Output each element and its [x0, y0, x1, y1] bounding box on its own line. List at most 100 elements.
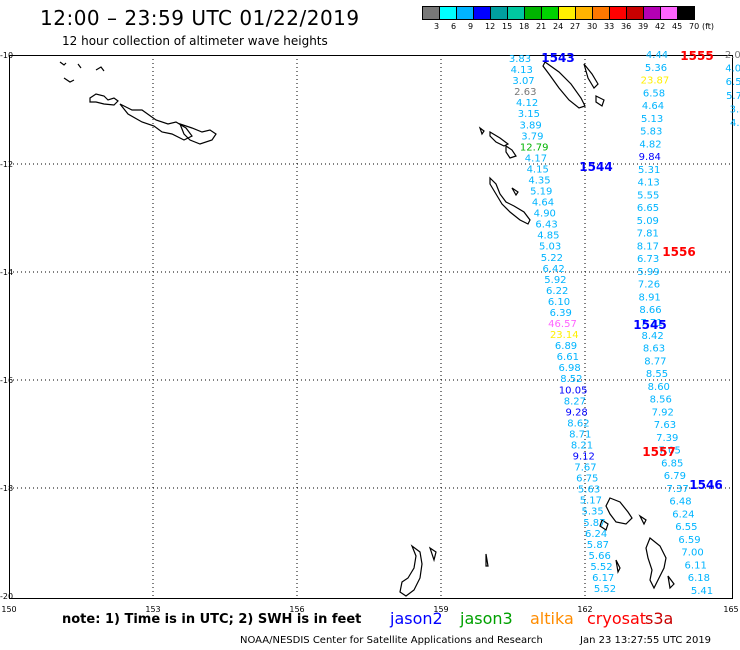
- wave-height-reading: 46.57: [548, 319, 577, 330]
- coastline-north-island: [59, 61, 119, 106]
- coastlines: [59, 61, 675, 597]
- color-scale-label: 12: [485, 22, 496, 31]
- wave-height-reading: 6.61: [557, 352, 579, 363]
- color-scale-label: 21: [536, 22, 547, 31]
- wave-height-reading: 5.87: [587, 540, 609, 551]
- wave-height-reading: 5.63: [578, 485, 600, 496]
- coastline-solomon-islands: [489, 176, 531, 225]
- wave-height-reading: 5.52: [590, 562, 612, 573]
- wave-height-reading: 8.42: [642, 331, 664, 342]
- coastline-bougainville: [542, 61, 605, 109]
- wave-height-reading: 4.13: [638, 178, 660, 189]
- wave-height-reading: 8.91: [639, 292, 661, 303]
- color-scale-label: 39: [638, 22, 649, 31]
- wave-height-reading: 6.55: [675, 522, 697, 533]
- pass-id-label: 1556: [662, 245, 695, 259]
- color-scale-label: 30: [587, 22, 598, 31]
- wave-height-reading: 10.05: [559, 385, 588, 396]
- pass-labels: 1543 1555 1544 1556 1545 1557 1546: [541, 49, 722, 492]
- wave-height-reading: 4.1: [730, 118, 740, 129]
- wave-height-reading: 8.60: [648, 382, 670, 393]
- wave-height-reading: 6.43: [535, 220, 557, 231]
- wave-height-reading: 6.58: [726, 77, 740, 88]
- coastline-south-island-west: [399, 544, 489, 597]
- wave-height-readings: 3.834.133.072.634.123.153.893.7912.794.1…: [509, 50, 740, 597]
- wave-height-reading: 6.11: [685, 560, 707, 571]
- wave-height-reading: 4.35: [528, 175, 550, 186]
- wave-height-reading: 4.06: [725, 64, 740, 75]
- wave-height-reading: 3.15: [518, 109, 540, 120]
- wave-height-reading: 5.41: [691, 586, 713, 597]
- wave-height-reading: 8.63: [643, 344, 665, 355]
- wave-height-reading: 6.85: [661, 458, 683, 469]
- lon-label: 153: [145, 605, 160, 614]
- wave-height-reading: 6.48: [669, 497, 691, 508]
- wave-height-reading: 7.67: [574, 463, 596, 474]
- coastline-new-britain-west: [119, 103, 193, 141]
- wave-height-reading: 4.13: [511, 65, 533, 76]
- pass-id-label: 1546: [689, 478, 722, 492]
- legend-entry-jason2: jason2: [390, 609, 443, 628]
- wave-height-reading: 6.17: [592, 573, 614, 584]
- wave-height-reading: 4.64: [642, 101, 664, 112]
- wave-height-reading: 8.66: [639, 305, 661, 316]
- wave-height-reading: 8.56: [650, 395, 672, 406]
- credit-line: NOAA/NESDIS Center for Satellite Applica…: [240, 635, 543, 646]
- wave-height-reading: 3.89: [519, 120, 541, 131]
- wave-height-reading: 5.36: [645, 63, 667, 74]
- color-scale-label: 9: [468, 22, 474, 31]
- wave-height-reading: 8.27: [564, 396, 586, 407]
- legend-entry-altika: altika: [530, 609, 574, 628]
- units-note: note: 1) Time is in UTC; 2) SWH is in fe…: [62, 612, 362, 627]
- wave-height-reading: 5.83: [640, 127, 662, 138]
- legend-entry-jason3: jason3: [460, 609, 513, 628]
- color-scale-label: 3: [434, 22, 440, 31]
- wave-height-reading: 5.70: [726, 91, 740, 102]
- lat-label: -12: [0, 160, 13, 169]
- wave-height-reading: 2.01: [725, 50, 740, 61]
- wave-height-reading: 7.39: [656, 433, 678, 444]
- lat-lon-grid: [9, 55, 731, 597]
- wave-height-reading: 5.52: [594, 584, 616, 595]
- wave-height-reading: 4.44: [646, 50, 668, 61]
- wave-height-reading: 7.63: [654, 420, 676, 431]
- wave-height-reading: 23.87: [641, 76, 670, 87]
- wave-height-reading: 4.12: [516, 98, 538, 109]
- color-scale-label: 6: [451, 22, 457, 31]
- lat-label: -10: [0, 51, 13, 60]
- wave-height-reading: 12.79: [520, 142, 549, 153]
- wave-height-reading: 7.00: [681, 548, 703, 559]
- wave-height-reading: 8.17: [637, 241, 659, 252]
- wave-height-reading: 6.24: [672, 509, 694, 520]
- wave-height-reading: 4.82: [639, 139, 661, 150]
- color-scale-label: 36: [621, 22, 632, 31]
- pass-id-label: 1543: [541, 51, 574, 65]
- wave-height-reading: 4.15: [527, 164, 549, 175]
- lon-label: 165: [723, 605, 738, 614]
- wave-height-reading: 5.03: [539, 242, 561, 253]
- wave-height-reading: 6.98: [558, 363, 580, 374]
- wave-height-reading: 5.35: [581, 507, 603, 518]
- timestamp: Jan 23 13:27:55 UTC 2019: [580, 635, 712, 646]
- color-scale-label: 27: [570, 22, 581, 31]
- color-scale-label: 33: [604, 22, 615, 31]
- wave-height-reading: 5.92: [544, 275, 566, 286]
- wave-height-reading: 9.28: [566, 407, 588, 418]
- pass-id-label: 1544: [579, 160, 612, 174]
- wave-height-reading: 6.39: [550, 308, 572, 319]
- lat-label: -16: [0, 376, 13, 385]
- lat-label: -14: [0, 268, 13, 277]
- wave-height-reading: 8.62: [567, 418, 589, 429]
- wave-height-reading: 5.22: [541, 253, 563, 264]
- wave-height-reading: 6.10: [548, 297, 570, 308]
- lon-label: 150: [1, 605, 16, 614]
- wave-height-reading: 4.64: [532, 198, 554, 209]
- wave-height-reading: 3.83: [509, 54, 531, 65]
- wave-height-reading: 7.05: [659, 446, 681, 457]
- color-scale-label: 24: [553, 22, 564, 31]
- color-scale-swatch: [677, 6, 695, 20]
- color-scale-label: 45: [672, 22, 683, 31]
- wave-height-reading: 9.12: [573, 452, 595, 463]
- wave-height-reading: 5.87: [583, 518, 605, 529]
- wave-height-reading: 8.52: [560, 374, 582, 385]
